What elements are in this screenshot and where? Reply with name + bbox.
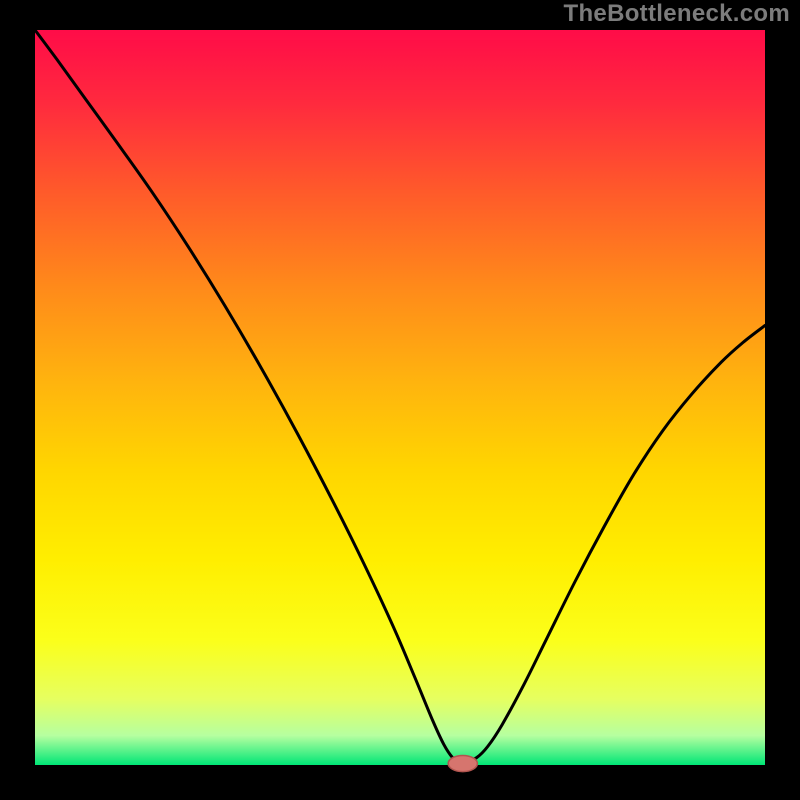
chart-plot-area bbox=[35, 30, 765, 765]
optimal-marker bbox=[448, 755, 477, 771]
chart-stage: TheBottleneck.com bbox=[0, 0, 800, 800]
bottleneck-chart bbox=[0, 0, 800, 800]
